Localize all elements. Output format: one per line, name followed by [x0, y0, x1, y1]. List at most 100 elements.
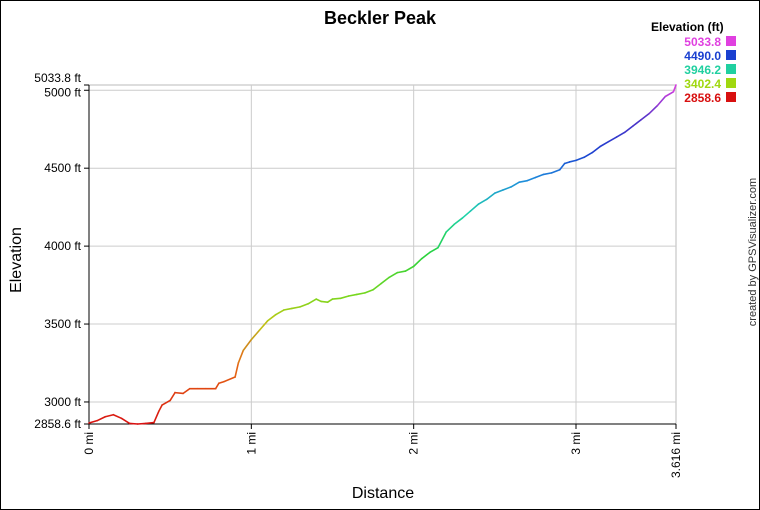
- elevation-segment: [583, 151, 594, 159]
- elevation-segment: [664, 91, 675, 98]
- elevation-segment: [145, 421, 155, 425]
- elevation-segment: [364, 288, 374, 294]
- plot-border: [88, 84, 677, 425]
- elevation-segment: [237, 349, 245, 364]
- x-tick-label: 3 mi: [569, 432, 583, 455]
- y-tick-label: 4500 ft: [44, 161, 81, 175]
- elevation-segment: [632, 119, 642, 127]
- y-tick-label: 5033.8 ft: [34, 71, 81, 85]
- elevation-segment: [502, 186, 512, 191]
- y-tick-label: 5000 ft: [44, 85, 81, 99]
- x-tick-label: 0 mi: [82, 432, 96, 455]
- x-tick-label: 3.616 mi: [669, 432, 683, 478]
- elevation-segment: [640, 112, 650, 121]
- elevation-segment: [404, 265, 415, 272]
- elevation-segment: [615, 131, 626, 138]
- elevation-segment: [112, 413, 123, 420]
- elevation-segment: [380, 276, 391, 285]
- elevation-segment: [356, 292, 366, 296]
- elevation-segment: [234, 362, 240, 378]
- elevation-segment: [136, 422, 147, 425]
- elevation-segment: [315, 298, 322, 303]
- legend-value: 3946.2: [684, 63, 721, 77]
- elevation-segment: [412, 257, 423, 268]
- x-axis-label: Distance: [351, 485, 415, 502]
- elevation-segment: [320, 300, 329, 304]
- elevation-segment: [672, 84, 677, 93]
- elevation-segment: [174, 391, 184, 395]
- legend-entry: 4490.0: [661, 49, 739, 63]
- chart-title: Beckler Peak: [323, 8, 437, 28]
- elevation-segment: [494, 189, 504, 194]
- elevation-segment: [485, 192, 496, 201]
- legend-swatch: [726, 78, 736, 88]
- elevation-segment: [182, 387, 191, 395]
- elevation-segment: [648, 105, 658, 115]
- legend-value: 2858.6: [684, 91, 721, 105]
- elevation-segment: [266, 313, 277, 322]
- legend-entry: 3402.4: [661, 77, 739, 91]
- elevation-segment: [347, 293, 358, 297]
- legend-title: Elevation (ft): [651, 20, 724, 34]
- elevation-segment: [575, 156, 585, 162]
- elevation-segment: [307, 298, 318, 305]
- elevation-segment: [591, 145, 602, 154]
- legend-swatch: [726, 36, 736, 46]
- elevation-segment: [518, 179, 529, 184]
- elevation-segment: [534, 173, 545, 179]
- legend-entry: 2858.6: [661, 91, 739, 105]
- elevation-segment: [558, 162, 566, 171]
- elevation-segment: [599, 140, 610, 148]
- elevation-segment: [607, 136, 618, 143]
- legend-swatch: [726, 64, 736, 74]
- elevation-segment: [331, 297, 342, 300]
- elevation-segment: [429, 246, 439, 254]
- elevation-segment: [291, 306, 301, 310]
- elevation-segment: [526, 176, 537, 182]
- legend-entry: 3946.2: [661, 63, 739, 77]
- elevation-segment: [568, 159, 577, 163]
- elevation-segment: [104, 413, 115, 418]
- elevation-segment: [461, 210, 472, 219]
- legend-swatch: [726, 50, 736, 60]
- elevation-segment: [120, 417, 131, 425]
- elevation-segment: [396, 270, 407, 274]
- elevation-segment: [96, 415, 107, 422]
- elevation-segment: [477, 198, 488, 205]
- elevation-segment: [656, 95, 667, 107]
- elevation-segment: [214, 382, 220, 390]
- legend-value: 3402.4: [684, 77, 721, 91]
- x-tick-label: 2 mi: [407, 432, 421, 455]
- elevation-segment: [445, 223, 456, 233]
- elevation-segment: [542, 172, 553, 176]
- legend-entry: 5033.8: [661, 35, 739, 49]
- elevation-segment: [510, 181, 520, 188]
- elevation-segment: [218, 380, 225, 385]
- elevation-segment: [222, 376, 236, 383]
- elevation-segment: [453, 217, 464, 226]
- x-tick-label: 1 mi: [244, 432, 258, 455]
- elevation-segment: [299, 302, 309, 308]
- elevation-series: [88, 84, 677, 425]
- elevation-segment: [469, 203, 480, 212]
- elevation-segment: [339, 295, 350, 300]
- y-tick-label: 3000 ft: [44, 395, 81, 409]
- elevation-segment: [623, 125, 634, 134]
- elevation-segment: [242, 338, 253, 352]
- elevation-segment: [158, 404, 163, 413]
- elevation-segment: [161, 399, 171, 406]
- elevation-segment: [372, 282, 383, 291]
- elevation-segment: [550, 168, 561, 174]
- elevation-segment: [169, 391, 176, 402]
- elevation-segment: [437, 231, 447, 249]
- legend-value: 5033.8: [684, 35, 721, 49]
- y-tick-label: 2858.6 ft: [34, 417, 81, 431]
- elevation-segment: [153, 410, 160, 424]
- legend-value: 4490.0: [684, 49, 721, 63]
- y-tick-label: 4000 ft: [44, 239, 81, 253]
- elevation-segment: [88, 419, 98, 424]
- elevation-segment: [283, 307, 293, 311]
- y-tick-label: 3500 ft: [44, 317, 81, 331]
